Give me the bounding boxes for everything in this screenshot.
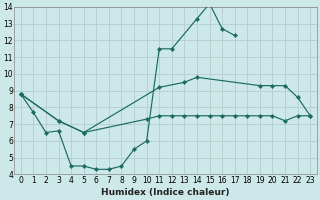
X-axis label: Humidex (Indice chaleur): Humidex (Indice chaleur) bbox=[101, 188, 230, 197]
